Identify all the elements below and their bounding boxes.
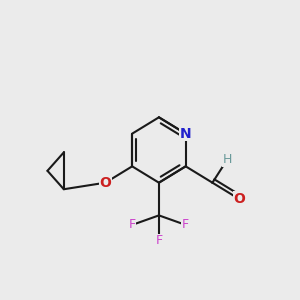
Text: H: H	[223, 153, 232, 166]
Text: O: O	[100, 176, 111, 190]
Text: N: N	[180, 127, 191, 141]
Text: F: F	[129, 218, 136, 231]
Text: O: O	[233, 192, 245, 206]
Text: F: F	[182, 218, 189, 231]
Text: F: F	[155, 234, 163, 247]
